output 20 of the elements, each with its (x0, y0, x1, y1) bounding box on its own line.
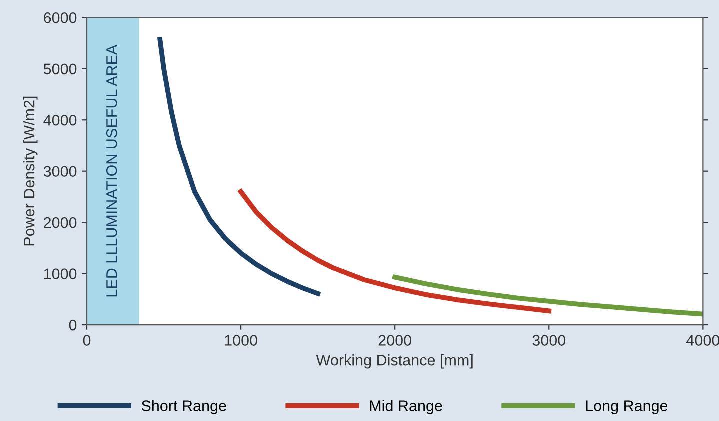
line-series (392, 274, 704, 317)
y-tick-label: 6000 (44, 12, 77, 24)
x-tick-label: 3000 (532, 335, 566, 346)
x-tick-label: 1000 (225, 335, 258, 346)
y-tick-label: 3000 (44, 166, 77, 178)
band-label: LED LLLUMINATION USEFUL AREA (106, 44, 118, 297)
x-axis-title: Working Distance [mm] (316, 354, 473, 369)
legend-label: Short Range (142, 400, 226, 414)
line-series (158, 37, 320, 296)
y-axis-title: Power Density [W/m2] (23, 96, 38, 246)
x-tick-label: 0 (83, 335, 91, 346)
legend-label: Mid Range (370, 400, 442, 414)
y-tick-label: 1000 (44, 268, 77, 280)
y-tick-label: 4000 (44, 114, 77, 126)
line-series (238, 189, 552, 314)
x-tick-label: 2000 (378, 335, 412, 346)
y-tick-label: 0 (69, 320, 77, 331)
y-tick-label: 2000 (44, 217, 77, 228)
legend-label: Long Range (586, 400, 668, 414)
y-tick-label: 5000 (44, 64, 77, 75)
